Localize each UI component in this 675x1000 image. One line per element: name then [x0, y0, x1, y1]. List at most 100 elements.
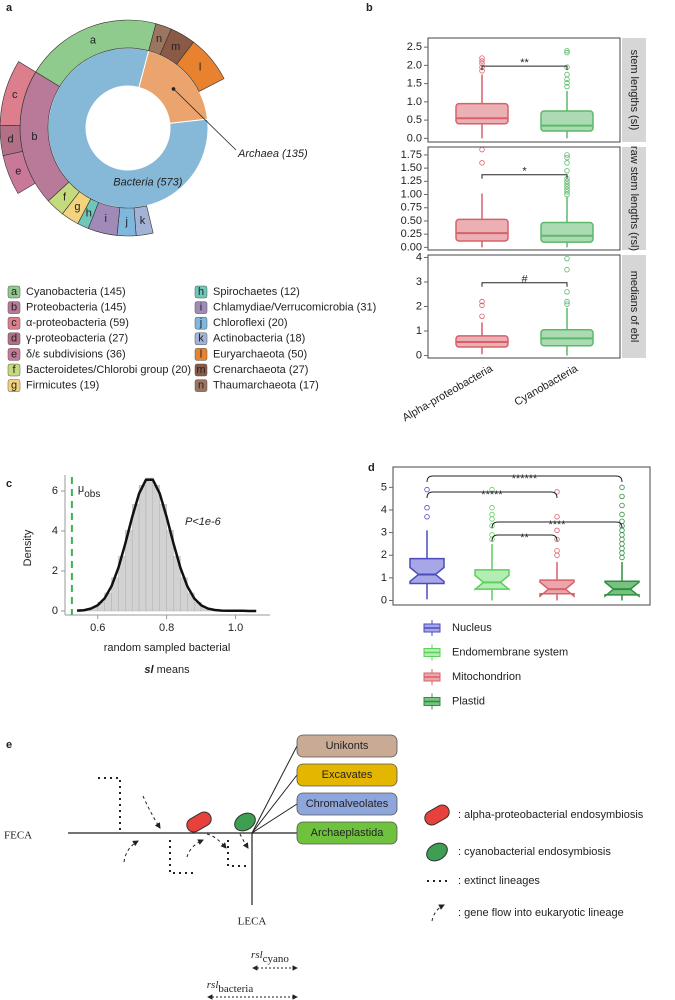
- legend-label: : alpha-proteobacterial endosymbiosis: [458, 809, 644, 821]
- span-symbol: rsl: [251, 949, 263, 961]
- outlier: [554, 548, 560, 554]
- y-tick-label: 4: [52, 525, 58, 537]
- gene-flow: [186, 839, 204, 858]
- span-symbol: rsl: [207, 979, 219, 991]
- y-tick-label: 2: [381, 549, 387, 561]
- bracket: [426, 491, 558, 499]
- legend-letter: a: [11, 286, 18, 298]
- outlier: [554, 536, 560, 543]
- arc-letter: m: [171, 41, 180, 53]
- outlier: [564, 267, 570, 273]
- legend-label: Crenarchaeota (27): [213, 364, 308, 376]
- group-label: Unikonts: [326, 740, 369, 752]
- outlier: [489, 511, 495, 518]
- branch: [251, 774, 298, 834]
- panel-label: d: [368, 462, 375, 474]
- arc-letter: f: [63, 191, 67, 203]
- extinct-lineage: [169, 840, 195, 874]
- box: [409, 557, 445, 585]
- observed-sub: obs: [84, 489, 100, 500]
- group-arc: [176, 41, 225, 92]
- branch: [251, 803, 298, 834]
- outlier: [564, 80, 570, 86]
- legend-badge: [7, 316, 21, 330]
- strip: [622, 255, 646, 358]
- arc-letter: h: [86, 207, 92, 219]
- y-tick-label: 1.50: [401, 162, 422, 174]
- end-label: LECA: [238, 916, 267, 928]
- span-label: rslcyano: [251, 949, 289, 965]
- legend-label: Chloroflexi (20): [213, 317, 288, 329]
- outlier: [619, 518, 625, 524]
- outlier: [564, 183, 570, 190]
- outlier: [619, 484, 625, 491]
- hist-bar: [138, 485, 147, 612]
- y-tick-label: 0.00: [401, 241, 422, 253]
- legend-label: α-proteobacteria (59): [26, 317, 129, 329]
- group-label: Archaeplastida: [311, 827, 385, 839]
- density-curve: [76, 478, 257, 613]
- gene-flow: [123, 840, 139, 863]
- box: [540, 221, 594, 243]
- outlier: [564, 49, 570, 56]
- legend-letter: c: [11, 317, 17, 329]
- legend-badge: [7, 285, 21, 299]
- legend-letter: m: [196, 364, 205, 376]
- alpha-endosymbiont: [424, 804, 450, 826]
- arc-letter: g: [74, 201, 80, 213]
- box: [539, 579, 575, 598]
- legend-label: Proteobacteria (145): [26, 302, 126, 314]
- bracket: [481, 174, 568, 179]
- legend-label: : cyanobacterial endosymbiosis: [458, 846, 611, 858]
- outlier: [564, 71, 570, 78]
- arc-letter: b: [31, 131, 37, 143]
- span-sub: cyano: [263, 953, 290, 965]
- cyano-endosymbiont: [426, 842, 448, 862]
- legend-label: Endomembrane system: [452, 646, 568, 658]
- legend-label: : extinct lineages: [458, 875, 540, 887]
- bracket-label: *****: [481, 489, 503, 501]
- y-tick-label: 4: [381, 504, 387, 516]
- bracket: [481, 65, 568, 71]
- outlier: [554, 527, 560, 534]
- legend-letter: h: [198, 286, 204, 298]
- box: [455, 218, 509, 242]
- strip-label: medians of ebl: [628, 271, 640, 343]
- cyano-endosymbiont: [234, 812, 256, 832]
- observed-label: μobs: [78, 483, 100, 500]
- x-axis-var: sl: [144, 664, 154, 676]
- y-tick-label: 2.0: [407, 59, 422, 71]
- bracket-label: ******: [512, 473, 538, 485]
- outlier: [564, 152, 570, 158]
- hist-bar: [159, 504, 167, 612]
- x-axis-label: random sampled bacterial: [104, 642, 231, 654]
- legend-label: Thaumarchaeota (17): [213, 380, 319, 392]
- box: [455, 102, 509, 125]
- y-tick-label: 0.25: [401, 228, 422, 240]
- legend-letter: l: [200, 348, 202, 360]
- group-box: [296, 821, 398, 845]
- y-tick-label: 0: [416, 349, 422, 361]
- arc-letter: d: [7, 133, 13, 145]
- outlier: [619, 511, 625, 518]
- gene-flow: [206, 833, 227, 849]
- outlier: [564, 189, 570, 195]
- y-tick-label: 2.5: [407, 41, 422, 53]
- legend-label: : gene flow into eukaryotic lineage: [458, 907, 624, 919]
- y-tick-label: 1.25: [401, 175, 422, 187]
- x-tick-label: 0.6: [90, 622, 105, 634]
- x-axis-tail: means: [157, 664, 191, 676]
- legend-label: Euryarchaeota (50): [213, 348, 307, 360]
- legend-letter: i: [200, 302, 202, 314]
- outlier: [564, 160, 570, 166]
- bracket: [491, 521, 623, 529]
- y-tick-label: 0.5: [407, 114, 422, 126]
- strip-label: raw stem lengths (rsl): [628, 146, 640, 251]
- outlier: [479, 55, 485, 61]
- legend-badge: [194, 379, 208, 392]
- y-axis-label: Density: [22, 529, 34, 566]
- legend-badge: [194, 363, 208, 377]
- legend-badge: [7, 363, 21, 377]
- bracket-label: **: [520, 57, 529, 69]
- x-tick-label: Cyanobacteria: [513, 362, 581, 408]
